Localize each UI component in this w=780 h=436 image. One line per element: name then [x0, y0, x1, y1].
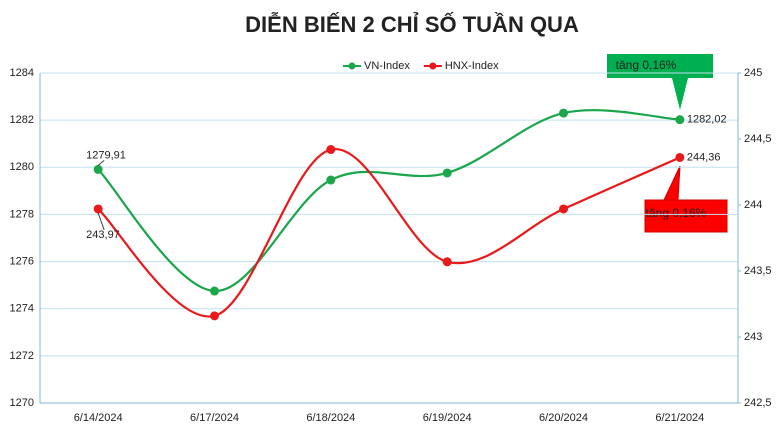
- y2-tick-label: 244: [744, 199, 762, 211]
- legend-dot: [348, 62, 356, 70]
- y-tick-label: 1284: [10, 67, 34, 79]
- point: [93, 164, 103, 174]
- x-tick-label: 6/19/2024: [423, 412, 472, 424]
- y-tick-label: 1282: [10, 114, 34, 126]
- legend-dot: [429, 62, 437, 70]
- leader-line: [97, 212, 105, 231]
- chart-title: DIỄN BIẾN 2 CHỈ SỐ TUẦN QUA: [245, 11, 579, 37]
- leader-line: [97, 160, 105, 166]
- point: [93, 204, 103, 214]
- data-label: 1279,91: [86, 149, 126, 161]
- legend-label: HNX-Index: [445, 60, 499, 72]
- point: [442, 168, 452, 178]
- y2-tick-label: 245: [744, 67, 762, 79]
- legend-label: VN-Index: [364, 60, 410, 72]
- data-label: 1282,02: [687, 114, 727, 126]
- point: [442, 257, 452, 267]
- y2-tick-label: 243: [744, 331, 762, 343]
- y-tick-label: 1274: [10, 303, 34, 315]
- x-tick-label: 6/18/2024: [306, 412, 355, 424]
- y2-tick-label: 244,5: [744, 133, 772, 145]
- point: [559, 204, 568, 214]
- point: [326, 175, 336, 185]
- annotation: tăng 0,16%: [616, 58, 677, 72]
- y-tick-label: 1278: [10, 208, 34, 220]
- y-tick-label: 1276: [10, 255, 34, 267]
- data-label: 243,97: [86, 229, 120, 241]
- callout-green: [607, 54, 713, 110]
- point: [675, 152, 685, 162]
- point: [559, 108, 568, 118]
- x-tick-label: 6/14/2024: [74, 412, 123, 424]
- annotation: tăng 0,16%: [646, 206, 707, 220]
- y-tick-label: 1272: [10, 350, 34, 362]
- point: [675, 115, 685, 125]
- data-label: 244,36: [687, 151, 721, 163]
- y2-tick-label: 243,5: [744, 265, 772, 277]
- point: [210, 311, 219, 321]
- y-tick-label: 1270: [10, 397, 34, 409]
- x-tick-label: 6/20/2024: [539, 412, 588, 424]
- x-tick-label: 6/17/2024: [190, 412, 239, 424]
- point: [210, 286, 219, 296]
- point: [326, 145, 336, 155]
- y-tick-label: 1280: [10, 161, 34, 173]
- y2-tick-label: 242,5: [744, 397, 772, 409]
- x-tick-label: 6/21/2024: [655, 412, 704, 424]
- callout-red: [644, 165, 728, 233]
